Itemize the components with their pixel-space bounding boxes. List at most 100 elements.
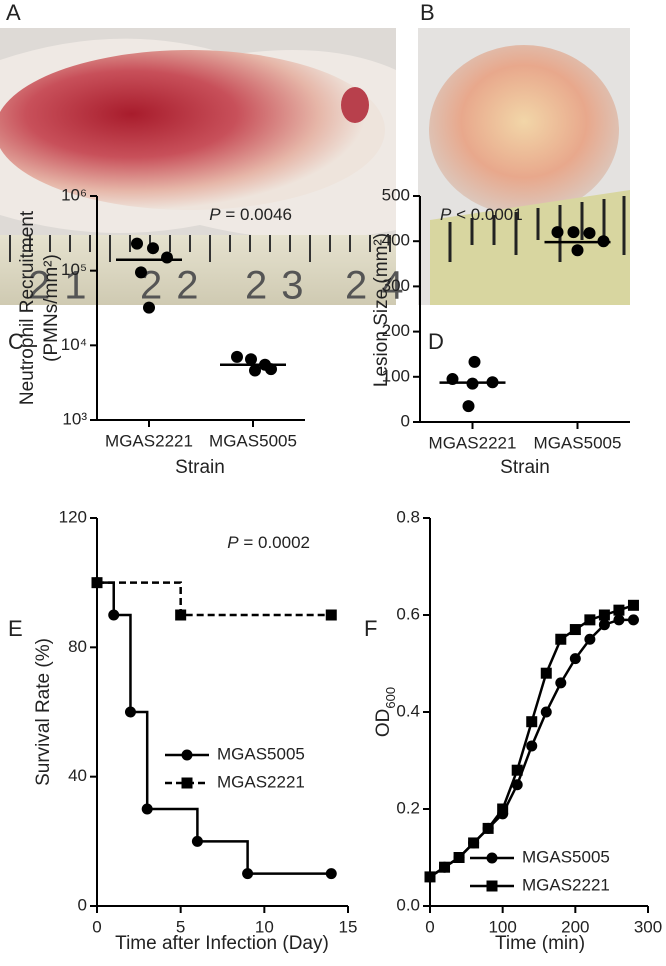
legend-label: MGAS2221: [522, 875, 610, 894]
dot: [571, 244, 584, 257]
legend-label: MGAS5005: [217, 744, 305, 763]
y-axis-label: OD600: [373, 687, 398, 737]
marker: [598, 609, 610, 621]
stat-symbol: P: [209, 205, 221, 224]
y-axis-label: (PMNs/mm²): [41, 254, 62, 362]
x-tick-label: 0: [425, 917, 434, 936]
dot: [551, 226, 564, 239]
stat-symbol: P: [440, 205, 452, 224]
marker: [108, 609, 120, 621]
marker: [526, 740, 538, 752]
y-axis-label: Lesion Size (mm²): [371, 233, 392, 387]
y-axis-label-sub: 600: [383, 687, 398, 709]
panel-label: A: [6, 0, 21, 25]
dot: [161, 251, 173, 264]
y-tick-label: 0.2: [396, 798, 420, 817]
ruler-label: 24: [345, 264, 418, 308]
dot: [245, 353, 257, 366]
panel-label: B: [420, 0, 435, 25]
dot: [147, 242, 159, 255]
y-tick-label: 10³: [62, 409, 87, 428]
y-tick-label: 0.6: [396, 604, 420, 623]
marker: [325, 868, 337, 880]
x-tick-label: MGAS2221: [105, 431, 193, 450]
y-axis-label: Survival Rate (%): [33, 638, 54, 786]
x-tick-label: 0: [92, 917, 101, 936]
marker: [91, 577, 103, 589]
marker: [439, 861, 451, 873]
marker: [468, 837, 480, 849]
panel-label: F: [364, 616, 377, 641]
y-tick-label: 0.8: [396, 507, 420, 526]
x-tick-label: MGAS2221: [429, 433, 517, 452]
y-tick-label: 100: [382, 366, 410, 385]
dot: [143, 301, 155, 314]
series-line: [97, 581, 332, 875]
marker: [613, 604, 625, 616]
photo-b: [418, 28, 630, 305]
x-tick-label: MGAS5005: [534, 433, 622, 452]
ruler-label: 22: [140, 264, 213, 308]
y-tick-label: 0: [401, 411, 410, 430]
marker: [627, 599, 639, 611]
dot: [135, 266, 147, 279]
marker: [584, 614, 596, 626]
marker: [325, 609, 337, 621]
marker: [175, 609, 187, 621]
y-tick-label: 200: [382, 321, 410, 340]
marker: [569, 653, 581, 665]
panel-label: D: [428, 329, 444, 354]
y-axis-label-text: Survival Rate (%): [33, 638, 54, 786]
stat-annotation: P = 0.0046: [209, 205, 292, 224]
y-tick-label: 400: [382, 231, 410, 250]
marker: [124, 706, 136, 718]
y-tick-label: 500: [382, 185, 410, 204]
y-tick-label: 0: [78, 895, 87, 914]
marker: [569, 624, 581, 636]
stat-annotation: P < 0.0001: [440, 205, 523, 224]
stat-value: = 0.0046: [221, 205, 292, 224]
marker: [613, 614, 625, 626]
y-tick-label: 40: [68, 766, 87, 785]
dot: [231, 350, 243, 363]
x-tick-label: 10: [255, 917, 274, 936]
dot: [265, 363, 277, 376]
x-tick-label: 15: [339, 917, 358, 936]
y-axis-label-text: (PMNs/mm²): [41, 254, 62, 362]
legend-marker: [486, 852, 498, 864]
marker: [424, 871, 436, 883]
y-tick-label: 80: [68, 637, 87, 656]
ruler-label: 23: [245, 264, 318, 308]
marker: [497, 803, 509, 815]
marker: [526, 716, 538, 728]
x-tick-label: 200: [561, 917, 589, 936]
y-axis-label-text: Lesion Size (mm²): [371, 233, 392, 387]
legend-marker: [181, 777, 193, 789]
x-axis-label: Strain: [500, 457, 550, 478]
x-axis-label: Time after Infection (Day): [115, 933, 329, 954]
x-tick-label: 5: [176, 917, 185, 936]
legend-label: MGAS2221: [217, 772, 305, 791]
y-axis-label-text: Neutrophil Recruitment: [17, 210, 38, 405]
marker: [555, 677, 567, 689]
dot: [583, 227, 596, 240]
legend-marker: [181, 749, 193, 761]
photo-a: [0, 28, 396, 305]
marker: [453, 852, 465, 863]
y-axis-label-text: OD: [373, 709, 394, 738]
y-tick-label: 10⁵: [61, 260, 87, 279]
stat-value: < 0.0001: [451, 205, 522, 224]
y-tick-label: 10⁴: [61, 335, 87, 354]
dot: [462, 400, 475, 413]
marker: [511, 764, 523, 776]
stat-annotation: P = 0.0002: [227, 533, 310, 552]
y-tick-label: 300: [382, 276, 410, 295]
marker: [584, 633, 596, 645]
dot: [249, 364, 261, 377]
x-axis-label: Time (min): [495, 933, 585, 954]
y-tick-label: 120: [59, 507, 87, 526]
marker: [511, 779, 523, 791]
marker: [540, 667, 552, 679]
legend-marker: [486, 880, 498, 892]
